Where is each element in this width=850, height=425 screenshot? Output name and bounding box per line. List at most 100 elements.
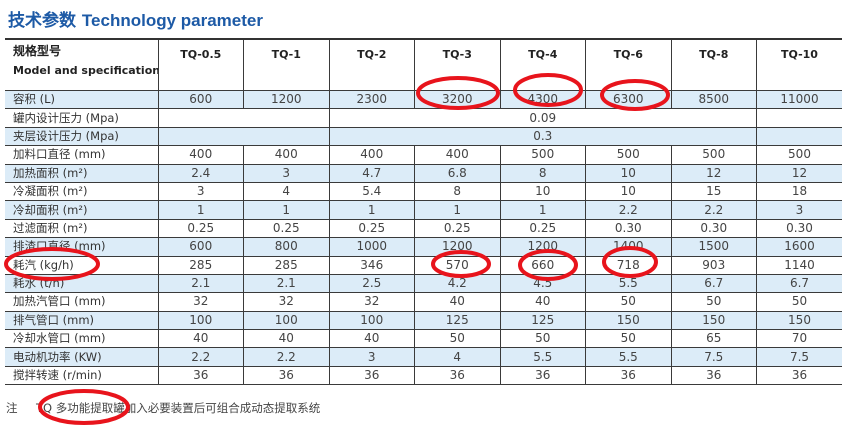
cell-value: 500 [499, 145, 586, 165]
cell-value: 100 [157, 310, 244, 331]
cell-value: 32 [157, 292, 244, 312]
row-label: 冷却面积 (m²) [5, 200, 158, 220]
model-header: TQ-10 [756, 38, 842, 91]
table-row: 冷却面积 (m²) 1 1 1 1 1 2.2 2.2 3 [5, 200, 842, 220]
cell-value: 4 [414, 347, 500, 367]
cell-value: 2.4 [157, 163, 244, 183]
model-header: TQ-6 [585, 38, 671, 91]
table-row: 夹层设计压力 (Mpa) 0.3 [5, 126, 842, 147]
row-label: 耗水 (t/h) [5, 273, 158, 294]
cell-value: 36 [243, 365, 329, 386]
row-label: 耗汽 (kg/h) [5, 255, 158, 275]
cell-value: 1140 [756, 255, 842, 275]
cell-value: 2.2 [243, 347, 329, 367]
cell-value: 5.5 [585, 273, 671, 294]
cell-value: 32 [243, 292, 329, 312]
cell-value: 285 [243, 255, 329, 275]
cell-value: 36 [499, 365, 586, 386]
cell-value: 32 [328, 292, 415, 312]
header-label-en: Model and specification [13, 64, 158, 77]
cell-value: 7.5 [670, 347, 757, 367]
cell-value: 6300 [585, 89, 671, 110]
cell-value: 150 [670, 310, 757, 331]
table-row: 电动机功率 (KW) 2.2 2.2 3 4 5.5 5.5 7.5 7.5 [5, 347, 842, 367]
header-row: 规格型号 Model and specification TQ-0.5 TQ-1… [5, 38, 842, 91]
cell-value: 4.5 [499, 273, 586, 294]
cell-value: 36 [756, 365, 842, 386]
cell-value: 400 [243, 145, 329, 165]
model-header: TQ-4 [499, 38, 586, 91]
cell-value: 718 [585, 255, 671, 275]
cell-value: 1200 [499, 237, 586, 257]
cell-value: 150 [756, 310, 842, 331]
row-label: 容积 (L) [5, 89, 158, 110]
row-label: 搅拌转速 (r/min) [5, 365, 158, 386]
cell-value: 6.8 [414, 163, 500, 183]
cell-value: 7.5 [756, 347, 842, 367]
row-label: 罐内设计压力 (Mpa) [5, 108, 158, 128]
cell-value: 600 [157, 237, 244, 257]
cell-value: 50 [585, 292, 671, 312]
cell-value: 125 [414, 310, 500, 331]
cell-value: 3200 [414, 89, 500, 110]
title-cn: 技术参数 [8, 11, 76, 31]
header-label: 规格型号 Model and specification [5, 38, 158, 91]
parameter-table: 规格型号 Model and specification TQ-0.5 TQ-1… [5, 38, 842, 386]
cell-value: 3 [157, 181, 244, 202]
merged-value: 0.3 [328, 126, 757, 147]
cell-value: 0.30 [585, 218, 671, 239]
cell-value: 0.30 [670, 218, 757, 239]
cell-value: 4300 [499, 89, 586, 110]
cell-value: 2.2 [585, 200, 671, 220]
cell-value: 1600 [756, 237, 842, 257]
cell-value: 10 [585, 163, 671, 183]
cell-value: 5.5 [499, 347, 586, 367]
table-row: 排气管口 (mm) 100 100 100 125 125 150 150 150 [5, 310, 842, 331]
cell-value: 0.30 [756, 218, 842, 239]
cell-value: 70 [756, 329, 842, 349]
cell-value: 8 [414, 181, 500, 202]
cell-value: 1 [157, 200, 244, 220]
model-header: TQ-1 [243, 38, 329, 91]
cell-value: 100 [243, 310, 329, 331]
cell-value: 36 [414, 365, 500, 386]
table-row: 冷却水管口 (mm) 40 40 40 50 50 50 65 70 [5, 329, 842, 349]
cell-value: 65 [670, 329, 757, 349]
table-row: 加热面积 (m²) 2.4 3 4.7 6.8 8 10 12 12 [5, 163, 842, 183]
table-row: 容积 (L) 600 1200 2300 3200 4300 6300 8500 11000 [5, 89, 842, 110]
model-header: TQ-8 [670, 38, 757, 91]
row-label: 排渣口直径 (mm) [5, 237, 158, 257]
row-label: 夹层设计压力 (Mpa) [5, 126, 158, 147]
cell-value: 40 [499, 292, 586, 312]
cell-value: 2.5 [328, 273, 415, 294]
cell-value: 6.7 [670, 273, 757, 294]
table-row: 罐内设计压力 (Mpa) 0.09 [5, 108, 842, 128]
title-en: Technology parameter [81, 11, 263, 30]
cell-value: 1200 [414, 237, 500, 257]
note-text: TQ 多功能提取罐加入必要装置后可组合成动态提取系统 [36, 401, 321, 415]
header-label-cn: 规格型号 [13, 44, 62, 58]
cell-value: 12 [756, 163, 842, 183]
row-label: 加料口直径 (mm) [5, 145, 158, 165]
empty-cell [157, 126, 329, 147]
cell-value: 285 [157, 255, 244, 275]
cell-value: 0.25 [243, 218, 329, 239]
cell-value: 6.7 [756, 273, 842, 294]
cell-value: 8500 [670, 89, 757, 110]
cell-value: 50 [670, 292, 757, 312]
cell-value: 500 [670, 145, 757, 165]
cell-value: 50 [756, 292, 842, 312]
cell-value: 2.1 [243, 273, 329, 294]
cell-value: 4.2 [414, 273, 500, 294]
cell-value: 40 [414, 292, 500, 312]
cell-value: 1000 [328, 237, 415, 257]
row-label: 加热面积 (m²) [5, 163, 158, 183]
cell-value: 12 [670, 163, 757, 183]
empty-cell [756, 126, 842, 147]
cell-value: 100 [328, 310, 415, 331]
table-row: 搅拌转速 (r/min) 36 36 36 36 36 36 36 36 [5, 365, 842, 386]
row-label: 电动机功率 (KW) [5, 347, 158, 367]
cell-value: 3 [243, 163, 329, 183]
cell-value: 15 [670, 181, 757, 202]
cell-value: 1 [414, 200, 500, 220]
